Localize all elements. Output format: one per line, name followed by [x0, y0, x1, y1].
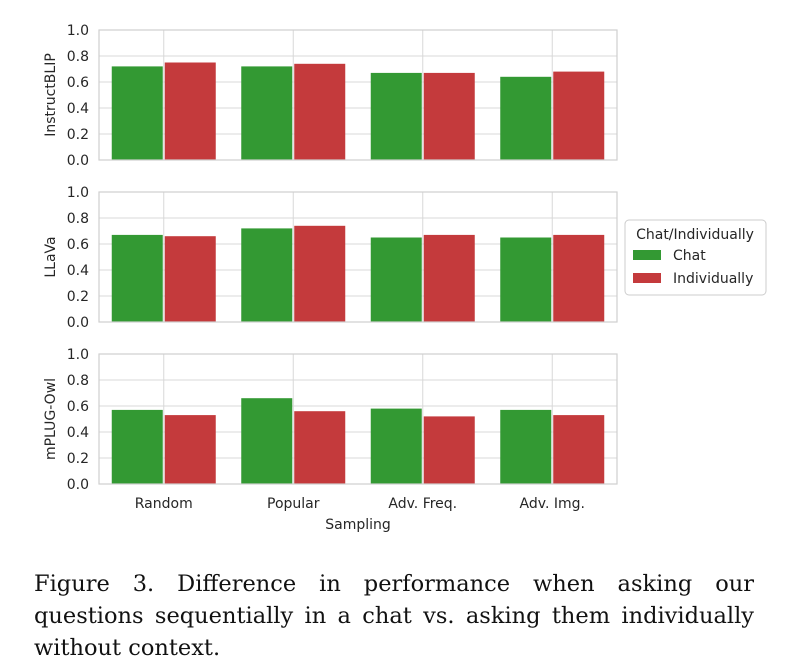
y-tick-label: 0.4	[67, 425, 89, 441]
panel-frame	[98, 353, 618, 485]
y-tick-label: 0.8	[67, 211, 89, 227]
bar-individually	[294, 411, 346, 484]
bar-individually	[423, 416, 475, 484]
y-tick-label: 0.2	[67, 451, 89, 467]
bar-individually	[164, 62, 216, 160]
bar-individually	[164, 236, 216, 322]
bar-chat	[370, 72, 422, 160]
y-tick-label: 0.6	[67, 75, 89, 91]
legend: Chat/Individually Chat Individually	[624, 219, 767, 296]
bar-chat	[111, 234, 163, 322]
y-tick-label: 0.6	[67, 399, 89, 415]
bar-individually	[553, 71, 605, 160]
bar-chat	[370, 408, 422, 484]
y-tick-label: 0.0	[67, 153, 89, 169]
y-axis-label: LLaVa	[43, 236, 59, 277]
legend-title: Chat/Individually	[636, 227, 754, 243]
y-tick-label: 1.0	[67, 185, 89, 201]
y-tick-label: 0.8	[67, 373, 89, 389]
bar-chat	[111, 409, 163, 484]
panel-frame	[98, 191, 618, 323]
legend-entry: Individually	[673, 271, 753, 287]
bar-chat	[241, 398, 293, 484]
bar-individually	[423, 72, 475, 160]
bar-individually	[423, 234, 475, 322]
figure-caption: Figure 3. Difference in performance when…	[34, 571, 754, 661]
panel-0: 0.0 0.2 0.4 0.6 0.8 1.0 InstructBLIP	[43, 23, 618, 169]
y-tick-label: 1.0	[67, 347, 89, 363]
panel-1: 0.0 0.2 0.4 0.6 0.8 1.0 LLaVa	[43, 185, 618, 331]
bar-individually	[294, 225, 346, 322]
x-tick-label: Random	[135, 496, 193, 512]
bar-chat	[500, 409, 552, 484]
legend-swatch	[633, 273, 661, 283]
y-tick-label: 0.2	[67, 127, 89, 143]
bar-individually	[294, 63, 346, 160]
bar-chat	[500, 76, 552, 160]
y-tick-label: 1.0	[67, 23, 89, 39]
y-tick-label: 0.0	[67, 477, 89, 493]
y-tick-label: 0.6	[67, 237, 89, 253]
bar-chat	[500, 237, 552, 322]
bar-chat	[241, 66, 293, 160]
y-tick-label: 0.2	[67, 289, 89, 305]
bar-chat	[111, 66, 163, 160]
legend-swatch	[633, 250, 661, 260]
panel-2: 0.0 0.2 0.4 0.6 0.8 1.0 mPLUG-Owl	[43, 347, 618, 493]
y-tick-label: 0.4	[67, 101, 89, 117]
y-tick-label: 0.0	[67, 315, 89, 331]
bar-chat	[370, 237, 422, 322]
x-tick-label: Popular	[267, 496, 320, 512]
legend-entry: Chat	[673, 248, 706, 264]
y-axis-label: InstructBLIP	[43, 53, 59, 137]
bar-individually	[553, 234, 605, 322]
bar-individually	[553, 415, 605, 484]
y-tick-label: 0.8	[67, 49, 89, 65]
y-tick-label: 0.4	[67, 263, 89, 279]
panel-frame	[98, 29, 618, 161]
chart: 0.00.20.40.60.81.0InstructBLIP0.00.20.40…	[43, 23, 767, 533]
bar-individually	[164, 415, 216, 484]
x-axis-label: Sampling	[325, 517, 391, 533]
x-tick-label: Adv. Freq.	[388, 496, 457, 512]
bar-chat	[241, 228, 293, 322]
y-axis-label: mPLUG-Owl	[43, 378, 59, 460]
x-tick-label: Adv. Img.	[520, 496, 585, 512]
